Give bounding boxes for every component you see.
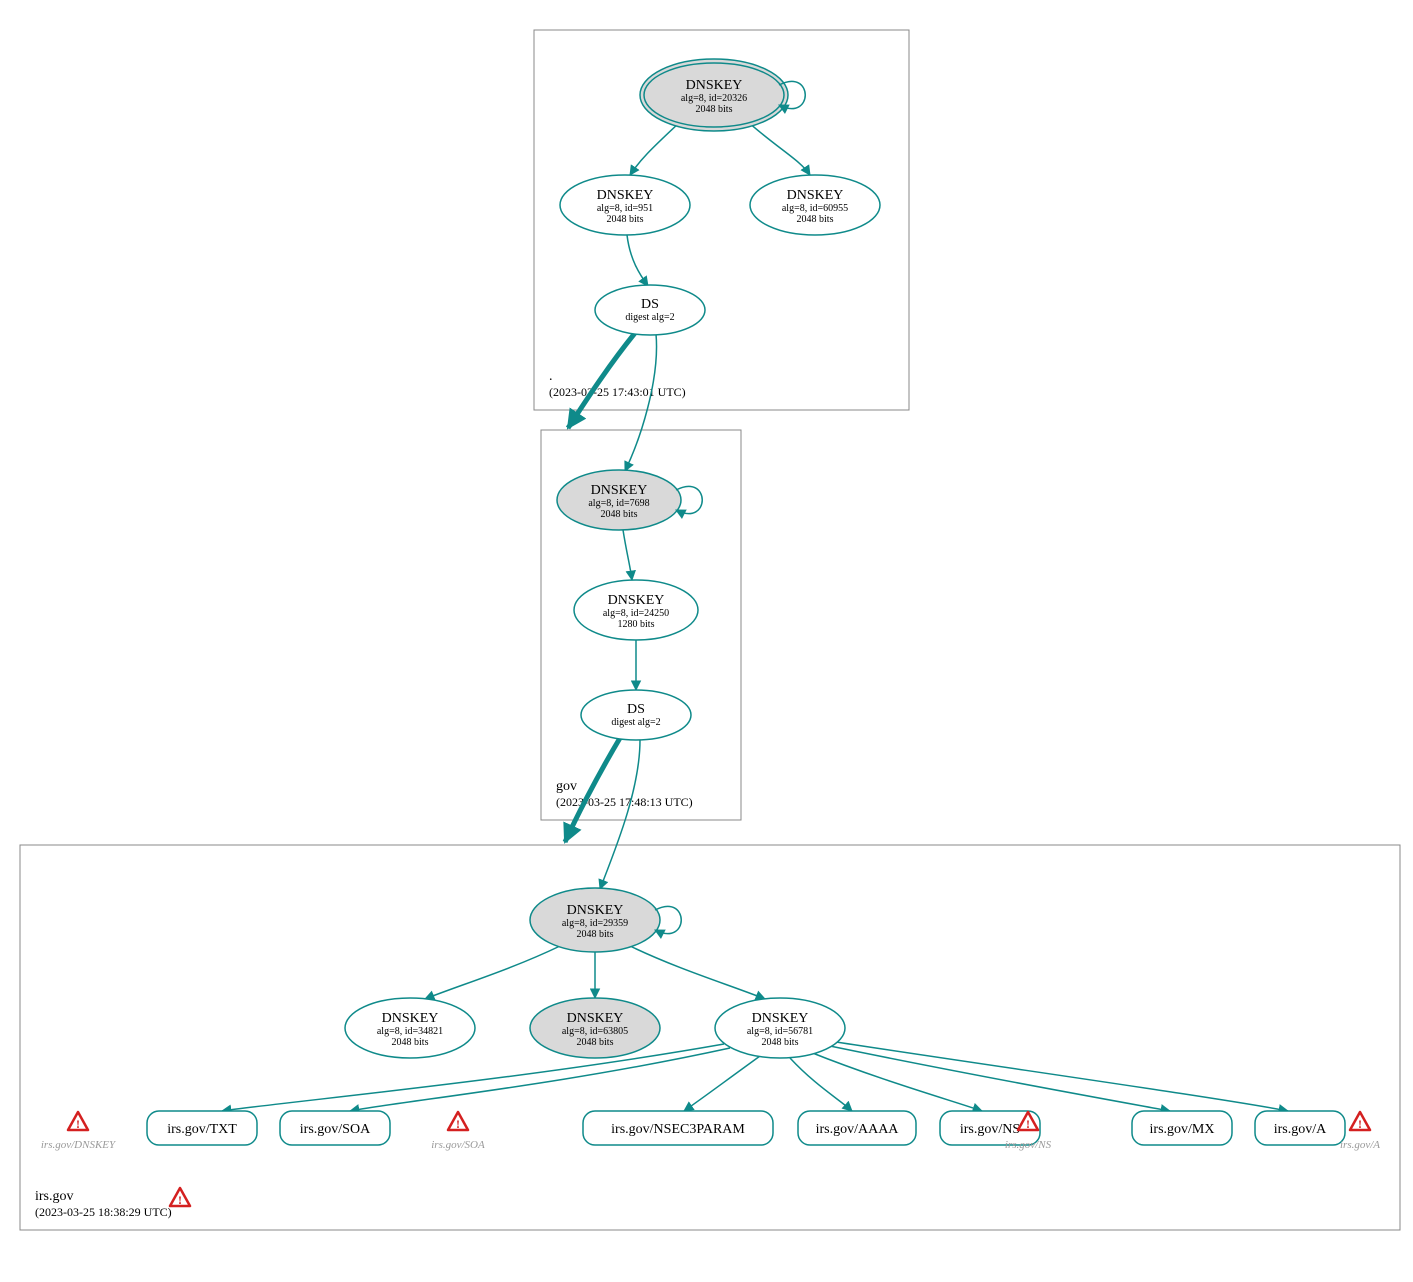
edge [684,1056,760,1111]
edge [222,1044,724,1111]
zone-irs [20,845,1400,1230]
warning-icon: ! [1350,1112,1370,1131]
zone-timestamp: (2023-03-25 18:38:29 UTC) [35,1205,172,1219]
dnssec-diagram: .(2023-03-25 17:43:01 UTC)gov(2023-03-25… [0,0,1413,1282]
node-rr_aaaa: irs.gov/AAAA [798,1111,916,1145]
node-rr_txt: irs.gov/TXT [147,1111,257,1145]
svg-text:!: ! [456,1117,460,1131]
node-title: DNSKEY [382,1011,439,1026]
node-rr_nsec: irs.gov/NSEC3PARAM [583,1111,773,1145]
rr-label: irs.gov/NSEC3PARAM [611,1122,745,1137]
edge [630,946,765,999]
node-sub: alg=8, id=56781 [747,1026,813,1037]
edge [627,235,648,286]
node-sub: digest alg=2 [625,312,674,323]
svg-text:!: ! [1358,1117,1362,1131]
zone-name: gov [556,779,577,794]
node-rr_mx: irs.gov/MX [1132,1111,1232,1145]
node-gov_ds: DSdigest alg=2 [581,690,691,740]
rr-label: irs.gov/AAAA [816,1122,900,1137]
edge [836,1042,1288,1111]
node-sub: 2048 bits [601,509,638,520]
svg-text:!: ! [178,1193,182,1207]
node-sub: 2048 bits [762,1037,799,1048]
edge [625,334,657,471]
node-sub: 2048 bits [696,104,733,115]
warning-label: irs.gov/A [1340,1139,1380,1151]
warning-label: irs.gov/DNSKEY [41,1139,117,1151]
zone-timestamp: (2023-03-25 17:48:13 UTC) [556,795,693,809]
rr-label: irs.gov/MX [1150,1122,1215,1137]
node-irs_k1: DNSKEYalg=8, id=348212048 bits [345,998,475,1058]
zone-timestamp: (2023-03-25 17:43:01 UTC) [549,385,686,399]
warning-icon: ! [68,1112,88,1131]
node-title: DNSKEY [567,1011,624,1026]
edge [623,530,632,580]
warning-icon: ! [448,1112,468,1131]
rr-label: irs.gov/SOA [300,1122,371,1137]
node-sub: alg=8, id=29359 [562,918,628,929]
node-title: DNSKEY [608,593,665,608]
node-rr_soa: irs.gov/SOA [280,1111,390,1145]
node-root_ds: DSdigest alg=2 [595,285,705,335]
node-title: DS [627,702,645,717]
node-sub: 2048 bits [577,1037,614,1048]
node-sub: alg=8, id=60955 [782,203,848,214]
warning-label: irs.gov/NS [1005,1139,1052,1151]
node-gov_ksk: DNSKEYalg=8, id=76982048 bits [557,470,702,530]
edge [790,1058,852,1111]
node-root_zsk1: DNSKEYalg=8, id=9512048 bits [560,175,690,235]
warning-label: irs.gov/SOA [431,1139,485,1151]
node-title: DNSKEY [686,78,743,93]
node-irs_k3: DNSKEYalg=8, id=567812048 bits [715,998,845,1058]
node-sub: alg=8, id=7698 [588,498,649,509]
rr-label: irs.gov/TXT [167,1122,237,1137]
node-sub: 1280 bits [618,619,655,630]
svg-text:!: ! [76,1117,80,1131]
node-sub: 2048 bits [607,214,644,225]
node-title: DNSKEY [567,903,624,918]
node-sub: alg=8, id=24250 [603,608,669,619]
edge [748,122,810,175]
rr-label: irs.gov/NS [960,1122,1020,1137]
node-sub: alg=8, id=34821 [377,1026,443,1037]
edge [425,946,560,999]
node-title: DNSKEY [752,1011,809,1026]
zone-name: irs.gov [35,1189,74,1204]
node-irs_k2: DNSKEYalg=8, id=638052048 bits [530,998,660,1058]
node-sub: digest alg=2 [611,717,660,728]
node-root_ksk: DNSKEYalg=8, id=203262048 bits [640,59,805,131]
node-sub: 2048 bits [392,1037,429,1048]
node-irs_ksk: DNSKEYalg=8, id=293592048 bits [530,888,681,952]
node-title: DNSKEY [787,188,844,203]
node-sub: alg=8, id=951 [597,203,653,214]
node-title: DNSKEY [591,483,648,498]
node-title: DS [641,297,659,312]
node-sub: 2048 bits [577,929,614,940]
node-root_zsk2: DNSKEYalg=8, id=609552048 bits [750,175,880,235]
node-gov_zsk: DNSKEYalg=8, id=242501280 bits [574,580,698,640]
node-sub: 2048 bits [797,214,834,225]
node-sub: alg=8, id=20326 [681,93,747,104]
rr-label: irs.gov/A [1274,1122,1327,1137]
warning-icon: ! [170,1188,190,1207]
zone-name: . [549,369,553,384]
edge [810,1052,982,1111]
edge [568,333,635,428]
node-rr_a: irs.gov/A [1255,1111,1345,1145]
node-sub: alg=8, id=63805 [562,1026,628,1037]
node-title: DNSKEY [597,188,654,203]
edge [630,122,680,175]
svg-text:!: ! [1026,1117,1030,1131]
